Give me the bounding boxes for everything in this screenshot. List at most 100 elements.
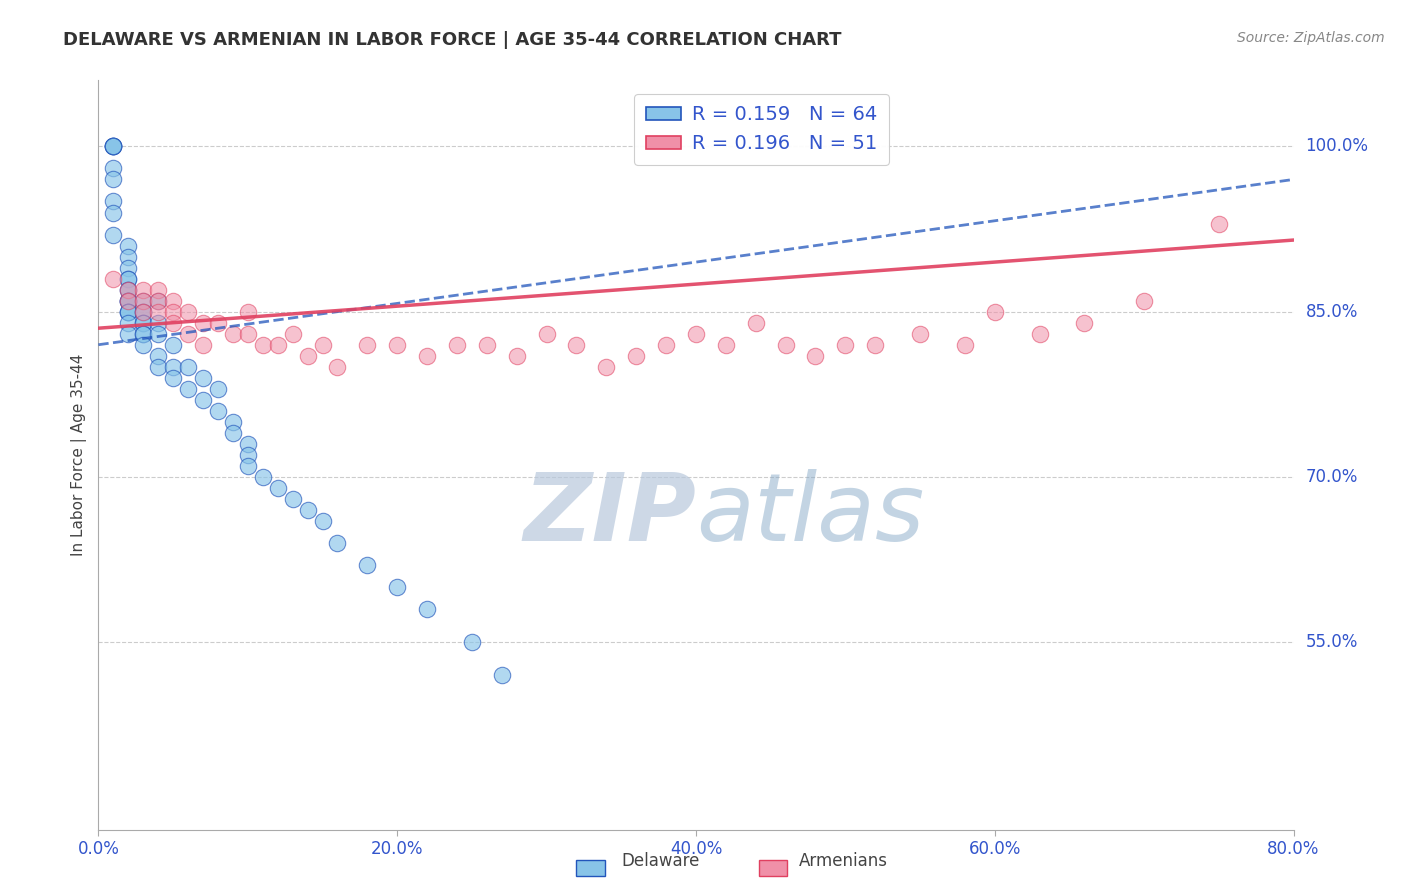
Point xyxy=(117,260,139,275)
Point xyxy=(565,337,588,351)
Point xyxy=(326,359,349,374)
Point xyxy=(148,304,170,318)
Text: DELAWARE VS ARMENIAN IN LABOR FORCE | AGE 35-44 CORRELATION CHART: DELAWARE VS ARMENIAN IN LABOR FORCE | AG… xyxy=(63,31,842,49)
Point xyxy=(326,536,349,550)
Point xyxy=(132,283,155,297)
Point xyxy=(103,139,125,153)
Point xyxy=(281,491,304,506)
Point xyxy=(1028,326,1050,341)
Point xyxy=(222,415,245,429)
Point xyxy=(103,227,125,242)
Point xyxy=(385,580,409,594)
Point xyxy=(191,337,214,351)
Point xyxy=(222,425,245,440)
Point xyxy=(103,139,125,153)
Point xyxy=(267,337,290,351)
Point xyxy=(117,271,139,285)
Text: ZIP: ZIP xyxy=(523,469,696,561)
Point xyxy=(311,337,333,351)
Point xyxy=(148,293,170,308)
Point xyxy=(191,316,214,330)
Point xyxy=(132,293,155,308)
Point xyxy=(626,349,648,363)
Point xyxy=(117,283,139,297)
Point xyxy=(177,359,200,374)
Point xyxy=(162,316,184,330)
Point xyxy=(177,326,200,341)
Point xyxy=(1073,316,1095,330)
Point xyxy=(475,337,498,351)
Point xyxy=(222,326,245,341)
Point xyxy=(491,668,513,682)
Point xyxy=(908,326,931,341)
Legend: R = 0.159   N = 64, R = 0.196   N = 51: R = 0.159 N = 64, R = 0.196 N = 51 xyxy=(634,94,889,165)
Point xyxy=(103,271,125,285)
Point xyxy=(148,326,170,341)
Point xyxy=(117,238,139,252)
Point xyxy=(132,304,155,318)
Point xyxy=(834,337,856,351)
Point xyxy=(117,283,139,297)
Point xyxy=(461,635,484,649)
Point xyxy=(865,337,887,351)
Point xyxy=(117,271,139,285)
Point xyxy=(236,326,259,341)
Point xyxy=(117,250,139,264)
Point xyxy=(148,283,170,297)
Point xyxy=(953,337,976,351)
Point xyxy=(236,448,259,462)
Point xyxy=(117,304,139,318)
Point xyxy=(162,371,184,385)
Point xyxy=(714,337,737,351)
Point xyxy=(148,349,170,363)
Point xyxy=(207,404,229,418)
Point xyxy=(506,349,529,363)
Point xyxy=(1133,293,1156,308)
Point xyxy=(117,304,139,318)
Point xyxy=(356,558,378,573)
Point xyxy=(297,503,319,517)
Text: Source: ZipAtlas.com: Source: ZipAtlas.com xyxy=(1237,31,1385,45)
Point xyxy=(117,293,139,308)
Text: atlas: atlas xyxy=(696,469,924,560)
Point xyxy=(103,172,125,186)
Point xyxy=(191,371,214,385)
Point xyxy=(117,326,139,341)
Point xyxy=(132,304,155,318)
Point xyxy=(236,437,259,451)
Y-axis label: In Labor Force | Age 35-44: In Labor Force | Age 35-44 xyxy=(72,354,87,556)
Point xyxy=(117,283,139,297)
Point xyxy=(117,293,139,308)
Point xyxy=(267,481,290,495)
Point xyxy=(162,304,184,318)
Point xyxy=(595,359,617,374)
Point xyxy=(655,337,678,351)
Text: 100.0%: 100.0% xyxy=(1306,137,1368,155)
Point xyxy=(103,194,125,209)
Point xyxy=(745,316,768,330)
Point xyxy=(281,326,304,341)
Point xyxy=(252,470,274,484)
Point xyxy=(103,205,125,219)
Text: 85.0%: 85.0% xyxy=(1306,302,1358,321)
Point xyxy=(311,514,333,528)
Point xyxy=(103,139,125,153)
Point xyxy=(1208,217,1230,231)
Point xyxy=(984,304,1007,318)
Point xyxy=(416,602,439,616)
Point xyxy=(132,316,155,330)
Point xyxy=(207,316,229,330)
Point xyxy=(177,382,200,396)
Point xyxy=(385,337,409,351)
Point xyxy=(177,304,200,318)
Point xyxy=(148,359,170,374)
Point xyxy=(775,337,797,351)
Point xyxy=(162,293,184,308)
Point xyxy=(117,293,139,308)
Point xyxy=(132,304,155,318)
Point xyxy=(117,304,139,318)
Point xyxy=(252,337,274,351)
Point xyxy=(685,326,707,341)
Point xyxy=(236,304,259,318)
Point xyxy=(117,316,139,330)
